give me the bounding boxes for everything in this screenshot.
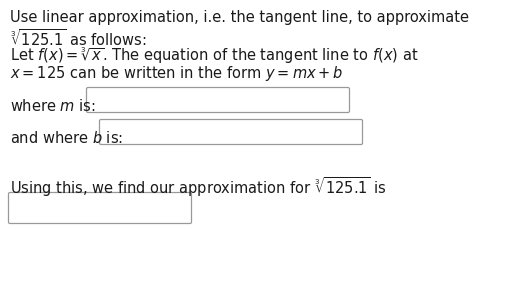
Text: where $m$ is:: where $m$ is: [10, 98, 96, 114]
FancyBboxPatch shape [100, 119, 362, 144]
FancyBboxPatch shape [8, 192, 192, 223]
Text: Use linear approximation, i.e. the tangent line, to approximate: Use linear approximation, i.e. the tange… [10, 10, 469, 25]
Text: and where $b$ is:: and where $b$ is: [10, 130, 123, 146]
Text: $x = 125$ can be written in the form $y = mx + b$: $x = 125$ can be written in the form $y … [10, 64, 343, 83]
Text: Using this, we find our approximation for $\sqrt[3]{125.1}$ is: Using this, we find our approximation fo… [10, 175, 386, 199]
Text: Let $f(x) = \sqrt[3]{x}$. The equation of the tangent line to $f(x)$ at: Let $f(x) = \sqrt[3]{x}$. The equation o… [10, 46, 419, 66]
FancyBboxPatch shape [87, 87, 350, 113]
Text: $\sqrt[3]{125.1}$ as follows:: $\sqrt[3]{125.1}$ as follows: [10, 28, 146, 49]
